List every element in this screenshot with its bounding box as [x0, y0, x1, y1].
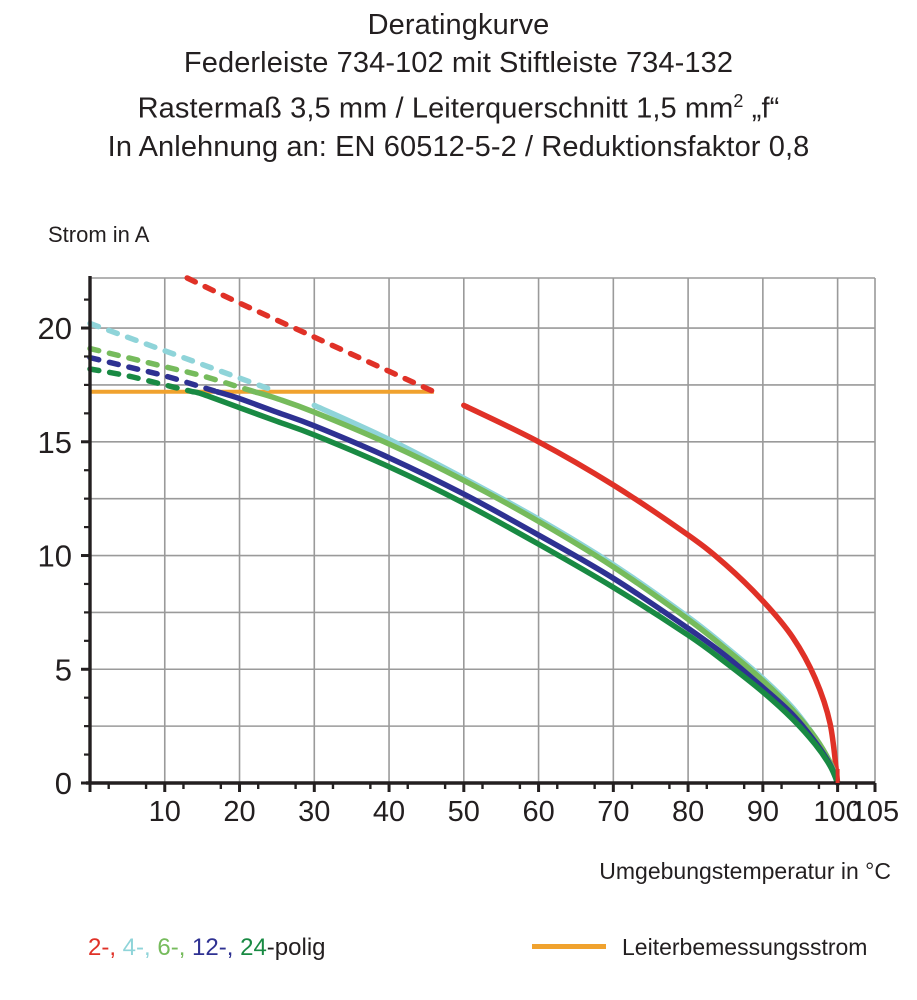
title-line-3-tail: „f“	[743, 92, 780, 125]
x-tick-label: 20	[223, 796, 255, 828]
curve-solid-24-polig	[190, 388, 841, 786]
x-tick-label: 30	[298, 796, 330, 828]
y-tick-label: 20	[38, 311, 72, 346]
title-line-4: In Anlehnung an: EN 60512-5-2 / Reduktio…	[107, 130, 810, 163]
legend-item-poles: 2-, 4-, 6-, 12-, 24-polig	[88, 934, 326, 962]
legend-pole-token: 6-,	[150, 934, 186, 961]
curve-dashed-4-polig	[87, 320, 280, 395]
grid-layer	[90, 277, 876, 783]
legend-pole-token: 2-,	[88, 934, 117, 961]
chart-legend: 2-, 4-, 6-, 12-, 24-polig Leiterbemessun…	[0, 934, 917, 978]
title-line-3-main: Rastermaß 3,5 mm / Leiterquerschnitt 1,5…	[137, 92, 734, 125]
curve-solid-6-polig	[251, 388, 841, 786]
legend-item-rated-current: Leiterbemessungsstrom	[532, 934, 867, 961]
legend-pole-token: 12-,	[185, 934, 234, 961]
x-tick-label: 90	[747, 796, 779, 828]
x-tick-label: 10	[149, 796, 181, 828]
x-tick-label: 100	[813, 796, 861, 828]
x-tick-label: 70	[597, 796, 629, 828]
rated-current-swatch	[532, 944, 606, 950]
chart-title-block: Deratingkurve Federleiste 734-102 mit St…	[0, 6, 917, 166]
legend-pole-token: 4-,	[116, 934, 151, 961]
title-line-1: Deratingkurve	[367, 9, 550, 41]
x-axis-title: Umgebungstemperatur in °C	[599, 858, 891, 884]
axis-layer	[81, 276, 877, 792]
x-tick-label: 105	[851, 796, 899, 828]
legend-pole-token: -polig	[266, 934, 326, 961]
y-tick-label: 10	[38, 539, 72, 574]
curve-solid-2-polig	[461, 402, 841, 786]
title-line-3-superscript: 2	[733, 91, 744, 111]
x-tick-label: 80	[672, 796, 704, 828]
y-tick-label: 5	[55, 652, 72, 687]
legend-pole-token: 24	[233, 934, 267, 961]
x-tick-label: 50	[448, 796, 480, 828]
y-axis-title: Strom in A	[48, 222, 150, 247]
title-line-2: Federleiste 734-102 mit Stiftleiste 734-…	[183, 47, 734, 79]
y-tick-label: 0	[55, 766, 72, 801]
curve-dashed-24-polig	[87, 366, 196, 395]
curve-solid-12-polig	[214, 388, 841, 786]
curve-dashed-12-polig	[87, 354, 220, 395]
x-tick-label: 60	[522, 796, 554, 828]
legend-current-label: Leiterbemessungsstrom	[622, 934, 868, 960]
curve-dashed-2-polig	[184, 275, 437, 395]
title-line-3: Rastermaß 3,5 mm / Leiterquerschnitt 1,5…	[0, 82, 917, 128]
series-layer	[87, 275, 841, 786]
y-tick-label: 15	[38, 425, 72, 460]
x-tick-label: 40	[373, 796, 405, 828]
